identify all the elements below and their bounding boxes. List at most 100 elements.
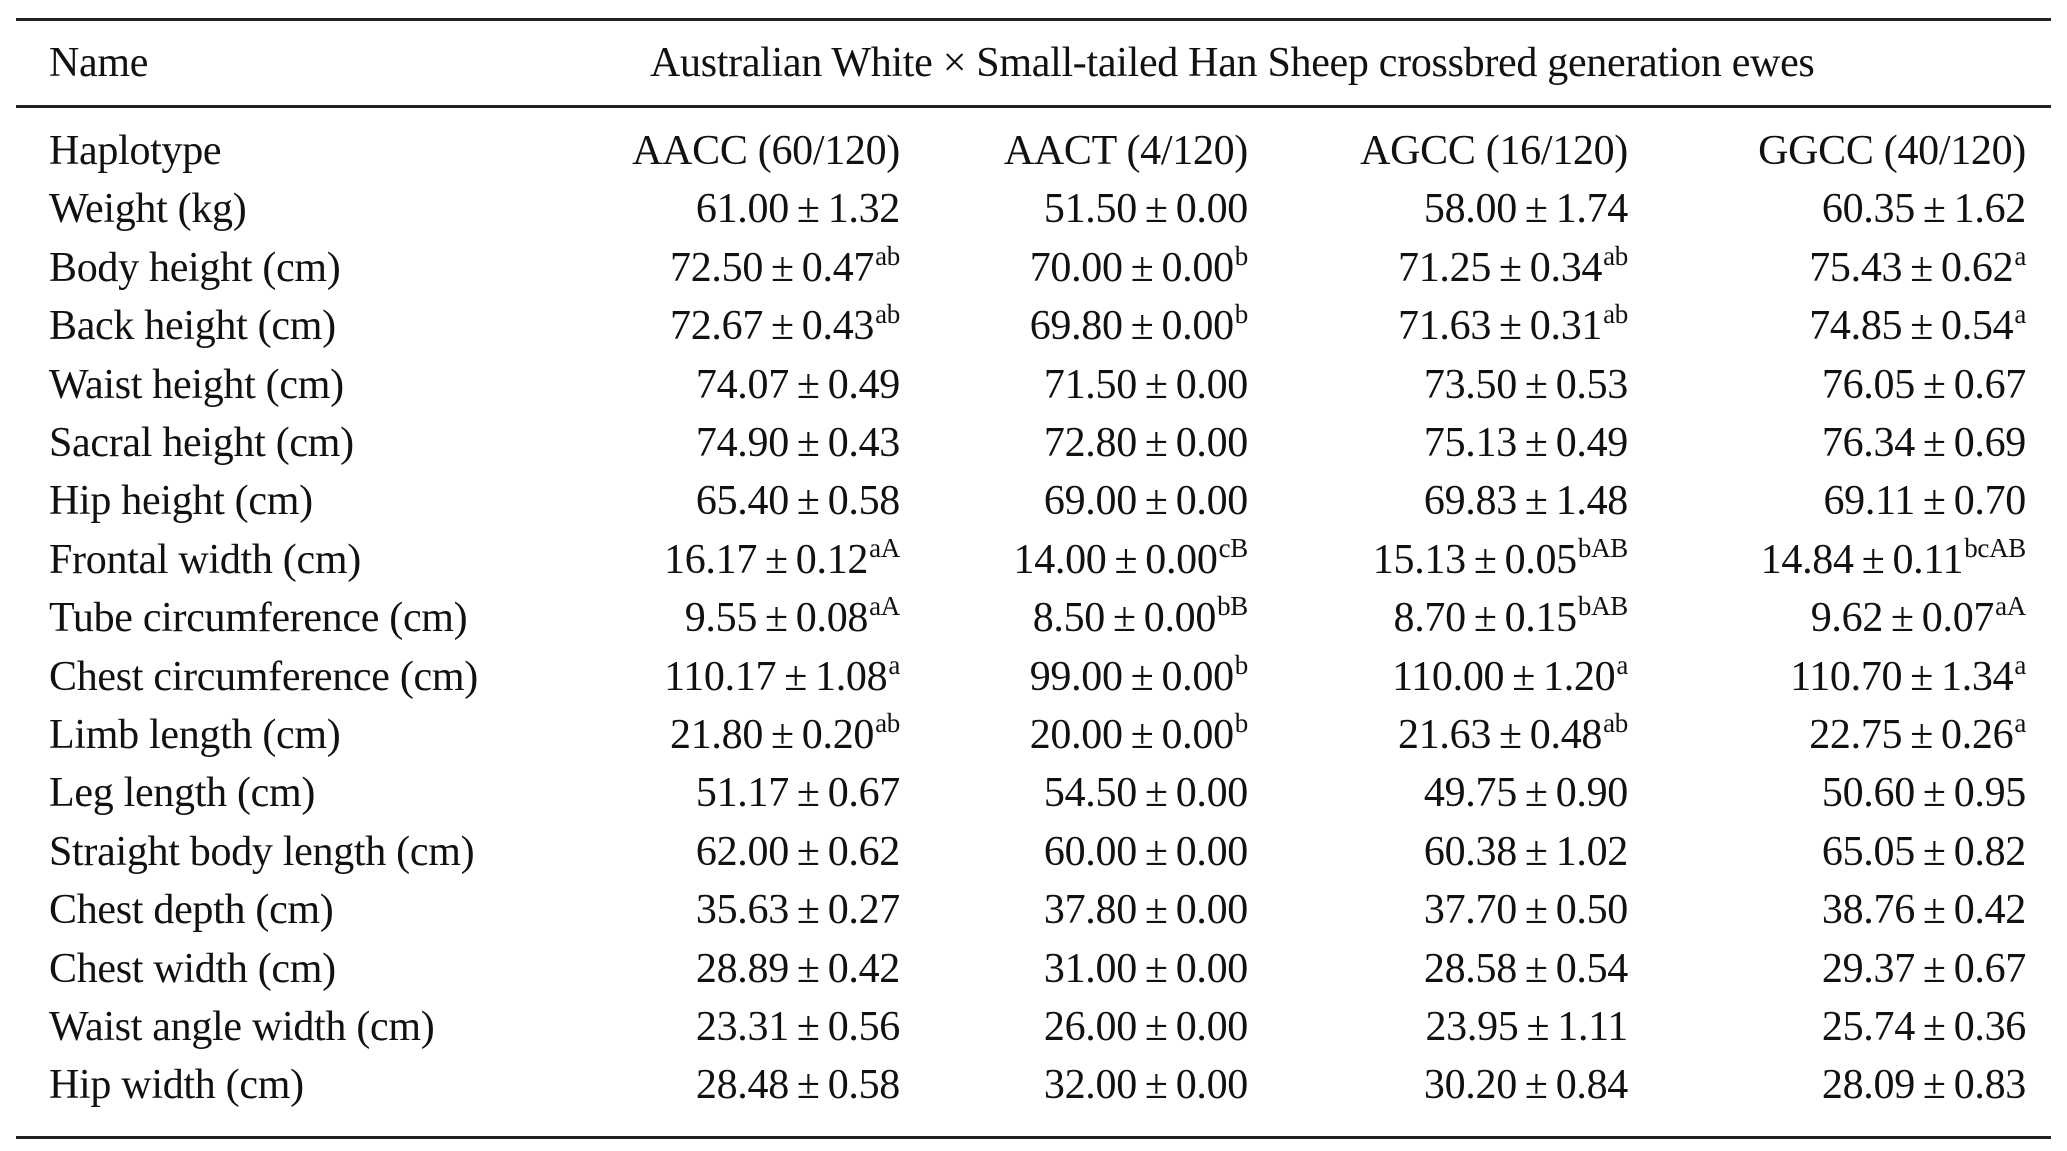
table-cell: 9.62 ±0.07aA (1810, 593, 2027, 642)
cell-mean: 54.50 (1043, 770, 1137, 817)
cell-se: 0.00 (1161, 712, 1234, 758)
row-label: Hip height (cm) (49, 478, 313, 525)
cell-mean: 21.80 (670, 712, 764, 758)
cell-mean: 51.17 (695, 770, 789, 817)
cell-mean: 38.76 (1821, 887, 1915, 934)
cell-mean: 23.31 (695, 1004, 789, 1050)
plus-minus-symbol: ± (1922, 887, 1946, 934)
plus-minus-symbol: ± (1499, 303, 1522, 350)
significance-superscript: aA (869, 532, 900, 563)
plus-minus-symbol: ± (1922, 1062, 1946, 1109)
cell-se: 0.83 (1953, 1062, 2027, 1109)
cell-se: 0.62 (1941, 244, 2014, 291)
table-cell: 22.75 ±0.26a (1809, 710, 2026, 757)
plus-minus-symbol: ± (1910, 244, 1933, 291)
cell-se: 0.62 (827, 828, 901, 875)
cell-se: 0.47 (801, 244, 875, 291)
significance-superscript: a (2014, 649, 2026, 680)
table-cell: 60.00 ±0.00 (1044, 831, 1248, 873)
significance-superscript: b (1234, 240, 1249, 271)
plus-minus-symbol: ± (1473, 536, 1497, 583)
cell-mean: 72.67 (670, 303, 764, 350)
significance-superscript: ab (875, 299, 900, 330)
cell-mean: 69.00 (1043, 478, 1137, 525)
cell-se: 0.67 (1953, 361, 2027, 408)
table-cell: 54.50 ±0.00 (1044, 772, 1248, 814)
cell-mean: 65.40 (695, 478, 789, 525)
table-cell: 110.70 ±1.34a (1790, 651, 2026, 698)
cell-se: 1.02 (1555, 828, 1629, 875)
plus-minus-symbol: ± (1922, 186, 1946, 233)
cell-se: 0.67 (1953, 945, 2027, 992)
plus-minus-symbol: ± (1144, 770, 1168, 817)
plus-minus-symbol: ± (771, 303, 794, 350)
cell-se: 0.00 (1175, 1062, 1249, 1109)
significance-superscript: b (1234, 299, 1249, 330)
plus-minus-symbol: ± (796, 420, 820, 466)
table-cell: 26.00 ±0.00 (1044, 1006, 1248, 1048)
plus-minus-symbol: ± (1524, 828, 1548, 875)
table-cell: 58.00 ±1.74 (1424, 188, 1628, 230)
plus-minus-symbol: ± (1524, 887, 1548, 934)
table-cell: 76.05 ±0.67 (1822, 364, 2026, 406)
plus-minus-symbol: ± (796, 1004, 820, 1050)
plus-minus-symbol: ± (771, 712, 794, 758)
plus-minus-symbol: ± (1910, 303, 1933, 350)
cell-se: 0.43 (827, 420, 901, 466)
cell-se: 0.00 (1175, 770, 1249, 817)
cell-mean: 31.00 (1043, 945, 1137, 992)
cell-mean: 28.89 (695, 945, 789, 992)
row-label: Back height (cm) (49, 303, 336, 350)
significance-superscript: ab (875, 240, 900, 271)
row-label: Waist angle width (cm) (49, 1004, 435, 1050)
cell-mean: 21.63 (1398, 712, 1492, 758)
plus-minus-symbol: ± (1922, 945, 1946, 992)
cell-mean: 60.00 (1043, 828, 1137, 875)
plus-minus-symbol: ± (1144, 1004, 1168, 1050)
plus-minus-symbol: ± (1524, 478, 1548, 525)
cell-mean: 37.70 (1423, 887, 1517, 934)
row-label: Straight body length (cm) (49, 828, 475, 875)
row-label: Chest circumference (cm) (49, 653, 478, 700)
plus-minus-symbol: ± (1922, 478, 1946, 525)
plus-minus-symbol: ± (1861, 536, 1885, 583)
plus-minus-symbol: ± (784, 653, 807, 700)
significance-superscript: aA (1995, 591, 2026, 622)
cell-se: 0.00 (1175, 945, 1249, 992)
cell-se: 1.74 (1555, 186, 1629, 233)
significance-superscript: a (2014, 708, 2026, 738)
plus-minus-symbol: ± (1524, 186, 1548, 233)
significance-superscript: aA (869, 591, 900, 622)
table-cell: 72.50 ±0.47ab (670, 242, 900, 291)
cell-se: 0.00 (1161, 244, 1234, 291)
cell-se: 0.90 (1555, 770, 1629, 817)
plus-minus-symbol: ± (1922, 361, 1946, 408)
plus-minus-symbol: ± (1114, 536, 1138, 583)
table-cell: 51.17 ±0.67 (696, 772, 900, 814)
cell-se: 0.42 (1953, 887, 2027, 934)
cell-se: 0.67 (827, 770, 901, 817)
plus-minus-symbol: ± (1144, 828, 1168, 875)
cell-se: 1.08 (815, 653, 888, 700)
cell-mean: 71.50 (1043, 361, 1137, 408)
plus-minus-symbol: ± (796, 887, 820, 934)
cell-mean: 69.11 (1823, 478, 1915, 525)
table-cell: 76.34 ±0.69 (1822, 422, 2026, 464)
cell-mean: 25.74 (1821, 1004, 1915, 1050)
table-cell: 8.50 ±0.00bB (1033, 593, 1249, 640)
table-cell: 69.00 ±0.00 (1044, 480, 1248, 522)
table-cell: 60.38 ±1.02 (1424, 831, 1628, 873)
table-cell: 72.67 ±0.43ab (670, 301, 900, 350)
significance-superscript: a (888, 649, 900, 680)
plus-minus-symbol: ± (796, 828, 820, 875)
significance-superscript: bcAB (1964, 532, 2026, 563)
table-cell: 35.63 ±0.27 (696, 889, 900, 931)
cell-mean: 30.20 (1423, 1062, 1517, 1109)
table-cell: 110.00 ±1.20a (1392, 651, 1628, 698)
cell-se: 0.05 (1504, 536, 1578, 583)
cell-mean: 74.90 (695, 420, 789, 466)
cell-mean: 9.62 (1810, 595, 1884, 642)
cell-mean: 37.80 (1043, 887, 1137, 934)
table-cell: 69.83 ±1.48 (1424, 480, 1628, 522)
row-label: Body height (cm) (49, 244, 341, 291)
